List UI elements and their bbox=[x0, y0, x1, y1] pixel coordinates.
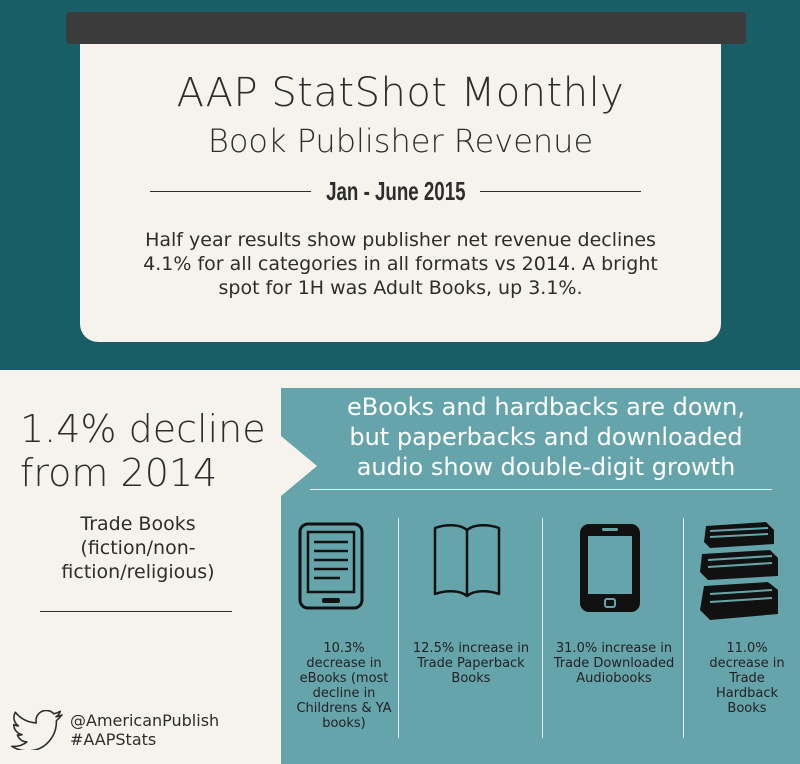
smartphone-icon bbox=[580, 524, 640, 612]
trade-headline: 1.4% decline from 2014 bbox=[20, 407, 266, 495]
divider-right bbox=[480, 190, 641, 192]
panel-pointer-notch bbox=[281, 436, 317, 496]
panel-heading: eBooks and hardbacks are down, but paper… bbox=[300, 392, 792, 482]
page-title: AAP StatShot Monthly bbox=[176, 70, 625, 116]
trade-headline-line1: 1.4% decline bbox=[20, 407, 266, 451]
ereader-icon bbox=[298, 522, 364, 610]
trade-category: Trade Books (fiction/non- fiction/religi… bbox=[40, 512, 236, 584]
twitter-handle[interactable]: @AmericanPublish bbox=[70, 711, 220, 730]
trade-divider bbox=[40, 611, 232, 612]
twitter-bird-icon[interactable] bbox=[8, 710, 64, 750]
panel-heading-line1: eBooks and hardbacks are down, bbox=[346, 393, 745, 421]
header-top-bar bbox=[66, 12, 746, 44]
date-label: Jan - June 2015 bbox=[325, 175, 466, 206]
trade-category-line3: fiction/religious) bbox=[61, 561, 215, 583]
panel-heading-line3: audio show double-digit growth bbox=[356, 453, 736, 481]
summary-text: Half year results show publisher net rev… bbox=[143, 229, 658, 299]
date-row: Jan - June 2015 bbox=[150, 176, 641, 206]
open-book-icon bbox=[433, 524, 501, 598]
stat-paperback: 12.5% increase in Trade Paperback Books bbox=[412, 641, 530, 686]
page-subtitle: Book Publisher Revenue bbox=[207, 122, 594, 160]
panel-divider bbox=[310, 489, 772, 490]
header-card: AAP StatShot Monthly Book Publisher Reve… bbox=[80, 44, 721, 342]
column-divider bbox=[683, 518, 684, 738]
trade-headline-line2: from 2014 bbox=[20, 451, 218, 495]
book-stack-icon bbox=[700, 522, 778, 620]
trade-category-line1: Trade Books bbox=[80, 513, 196, 535]
stat-audiobooks: 31.0% increase in Trade Downloaded Audio… bbox=[553, 641, 675, 686]
stat-hardback: 11.0% decrease in Trade Hardback Books bbox=[709, 641, 785, 716]
trade-category-line2: (fiction/non- bbox=[80, 537, 196, 559]
column-divider bbox=[398, 518, 399, 738]
divider-left bbox=[150, 190, 311, 192]
stat-ebooks: 10.3% decrease in eBooks (most decline i… bbox=[296, 641, 392, 731]
column-divider bbox=[542, 518, 543, 738]
social-handle: @AmericanPublish #AAPStats bbox=[70, 711, 219, 749]
panel-heading-line2: but paperbacks and downloaded bbox=[349, 423, 743, 451]
hashtag[interactable]: #AAPStats bbox=[70, 730, 157, 749]
